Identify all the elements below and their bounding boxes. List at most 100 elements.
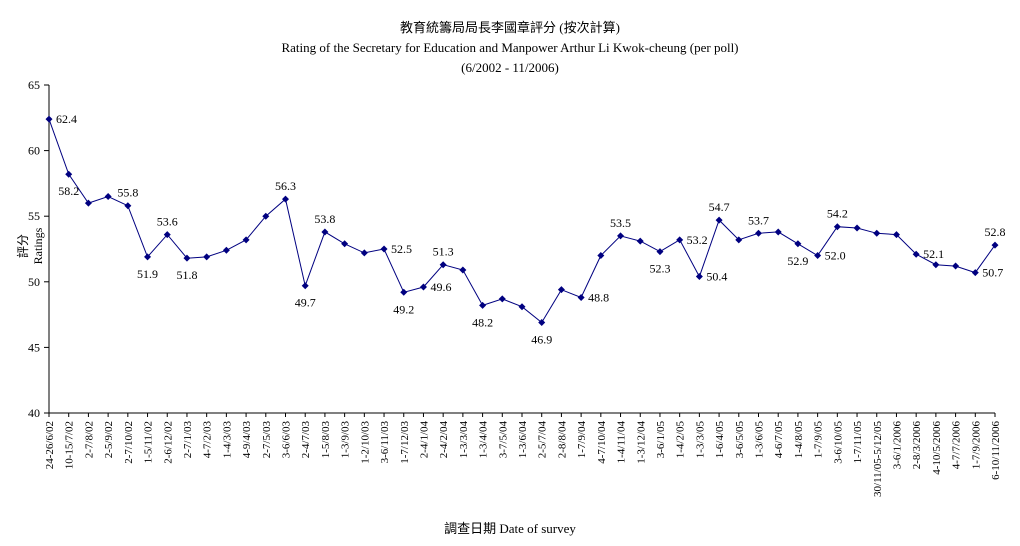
x-tick-label: 3-6/1/2006 <box>891 421 903 470</box>
data-point <box>892 231 900 239</box>
data-point <box>498 295 506 303</box>
x-tick-label: 1-6/4/05 <box>714 421 726 459</box>
data-point <box>301 282 309 290</box>
x-tick-label: 1-3/6/04 <box>517 421 529 459</box>
x-tick-label: 3-6/6/03 <box>281 421 293 459</box>
x-tick-label: 2-4/2/04 <box>438 421 450 459</box>
x-tick-label: 1-4/8/05 <box>793 421 805 459</box>
x-tick-label: 1-3/12/04 <box>635 421 647 464</box>
data-point <box>341 240 349 248</box>
x-tick-label: 1-3/9/03 <box>340 421 352 459</box>
data-point <box>991 241 999 249</box>
x-tick-label: 1-2/10/03 <box>359 421 371 464</box>
x-tick-label: 2-8/8/04 <box>556 421 568 459</box>
data-point <box>676 236 684 244</box>
x-tick-label: 1-4/2/05 <box>675 421 687 459</box>
series-line <box>48 118 996 324</box>
data-label: 62.4 <box>56 112 77 126</box>
x-tick-label: 1-3/3/04 <box>458 421 470 459</box>
data-point <box>557 286 565 294</box>
chart-subtitle: Rating of the Secretary for Education an… <box>281 40 739 55</box>
y-tick-label: 65 <box>28 78 40 92</box>
x-tick-label: 2-7/1/03 <box>182 421 194 459</box>
y-tick-label: 55 <box>28 209 40 223</box>
data-point <box>104 193 112 201</box>
data-point <box>715 216 723 224</box>
x-tick-label: 1-4/3/03 <box>221 421 233 459</box>
y-tick-label: 45 <box>28 340 40 354</box>
x-axis-title: 調查日期 Date of survey <box>444 521 576 536</box>
data-point <box>735 236 743 244</box>
data-label: 52.5 <box>391 242 412 256</box>
data-label: 50.4 <box>706 270 727 284</box>
data-label: 46.9 <box>531 332 552 346</box>
data-label: 49.7 <box>295 296 316 310</box>
data-point <box>144 253 152 261</box>
x-tick-label: 2-8/3/2006 <box>911 421 923 470</box>
data-point <box>282 195 289 203</box>
x-tick-label: 4-7/2/03 <box>202 421 214 459</box>
x-tick-label: 2-7/8/02 <box>83 421 95 458</box>
data-label: 54.2 <box>827 207 848 221</box>
data-label: 52.0 <box>825 249 846 263</box>
data-point <box>479 301 487 309</box>
data-point <box>419 283 427 291</box>
data-point <box>577 294 585 302</box>
x-tick-label: 4-7/10/04 <box>596 421 608 464</box>
x-tick-label: 1-7/9/05 <box>813 421 825 459</box>
data-point <box>321 228 329 236</box>
x-tick-label: 3-6/5/05 <box>734 421 746 459</box>
data-point <box>45 115 53 123</box>
data-point <box>124 202 132 210</box>
data-point <box>163 231 171 239</box>
x-tick-label: 1-5/8/03 <box>320 421 332 459</box>
x-tick-label: 1-3/3/05 <box>694 421 706 459</box>
data-point <box>695 273 703 281</box>
x-tick-label: 2-5/7/04 <box>537 421 549 459</box>
data-point <box>774 228 782 236</box>
x-tick-label: 3-7/5/04 <box>497 421 509 459</box>
y-tick-label: 60 <box>28 144 40 158</box>
chart-titles: 教育統籌局局長李國章評分 (按次計算) Rating of the Secret… <box>0 18 1020 78</box>
data-point <box>853 224 861 232</box>
x-tick-label: 4-9/4/03 <box>241 421 253 459</box>
chart-period: (6/2002 - 11/2006) <box>461 60 559 75</box>
y-tick-label: 40 <box>28 406 40 420</box>
x-tick-label: 3-6/11/03 <box>379 421 391 464</box>
data-point <box>617 232 625 240</box>
data-point <box>794 240 802 248</box>
x-tick-label: 4-7/7/2006 <box>951 421 963 470</box>
data-point <box>952 262 960 270</box>
data-point <box>755 229 762 237</box>
x-tick-label: 2-5/9/02 <box>103 421 115 458</box>
data-point <box>400 288 408 296</box>
data-point <box>203 253 211 261</box>
data-label: 53.6 <box>157 215 178 229</box>
x-tick-label: 2-4/1/04 <box>418 421 430 459</box>
data-label: 53.2 <box>687 233 708 247</box>
x-tick-label: 6-10/11/2006 <box>990 421 1002 480</box>
data-label: 53.8 <box>314 212 335 226</box>
data-point <box>518 303 526 311</box>
data-label: 55.8 <box>117 186 138 200</box>
x-tick-label: 4-10/5/2006 <box>931 421 943 475</box>
x-tick-label: 2-7/10/02 <box>123 421 135 464</box>
data-point <box>597 252 605 260</box>
data-label: 58.2 <box>58 184 79 198</box>
data-point <box>183 254 191 262</box>
data-label: 53.7 <box>748 213 769 227</box>
data-point <box>873 229 881 237</box>
x-tick-label: 2-4/7/03 <box>300 421 312 459</box>
data-point <box>814 252 822 260</box>
x-tick-label: 1-7/12/03 <box>399 421 411 464</box>
data-point <box>912 250 920 258</box>
data-point <box>360 249 368 257</box>
data-label: 54.7 <box>709 200 730 214</box>
x-tick-label: 1-7/9/2006 <box>970 421 982 470</box>
data-point <box>656 248 664 256</box>
data-label: 51.8 <box>176 268 197 282</box>
data-label: 49.2 <box>393 302 414 316</box>
data-point <box>636 237 644 245</box>
y-tick-label: 50 <box>28 275 40 289</box>
